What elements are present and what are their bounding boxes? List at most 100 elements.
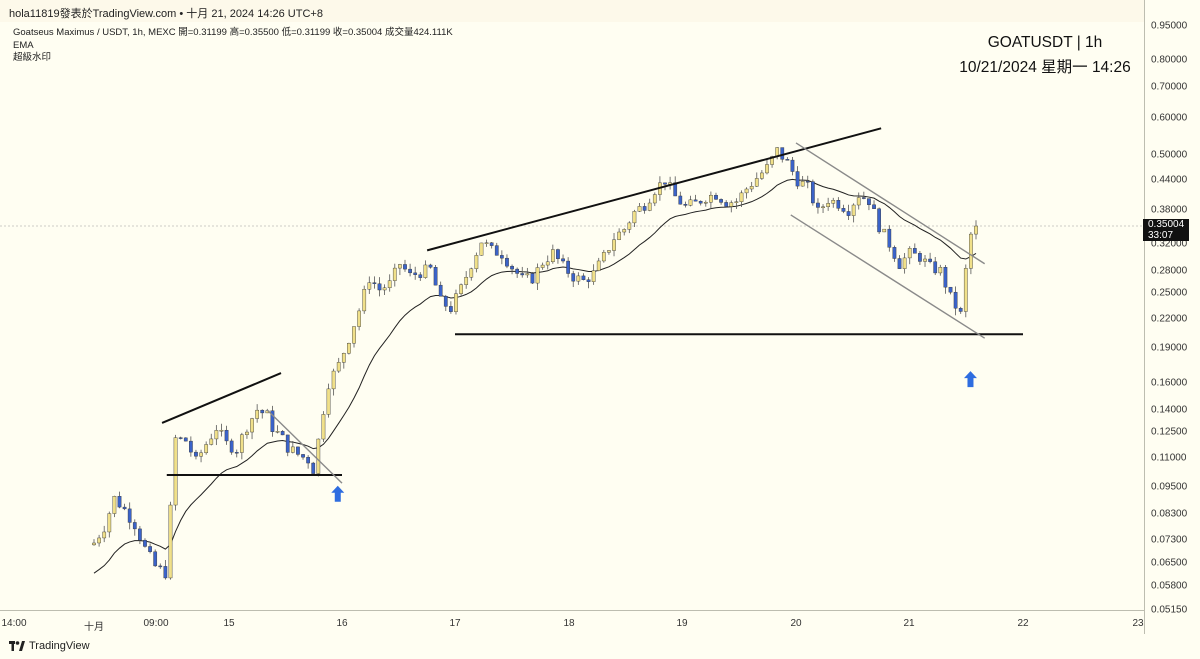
candle-down: [673, 182, 678, 197]
candle-down: [581, 275, 586, 280]
candle-down: [520, 273, 525, 276]
candle-up: [102, 531, 107, 539]
trendline[interactable]: [790, 214, 986, 339]
price-tick-label: 0.80000: [1151, 54, 1188, 66]
arrow-up-icon[interactable]: [963, 371, 977, 388]
candle-up: [484, 242, 489, 244]
candle-down: [132, 522, 137, 530]
candle-down: [311, 462, 316, 474]
candle-down: [301, 454, 305, 458]
price-tick-label: 0.12500: [1151, 426, 1188, 438]
candle-down: [285, 434, 290, 453]
price-tick-label: 0.05150: [1151, 604, 1188, 616]
watermark-symbol: GOATUSDT | 1h: [987, 34, 1103, 51]
candle-down: [719, 199, 723, 203]
price-tick-label: 0.22000: [1151, 313, 1188, 325]
brand-name: TradingView: [29, 640, 90, 652]
price-tick-label: 0.05800: [1151, 580, 1188, 592]
ema-indicator-label[interactable]: EMA: [13, 39, 34, 51]
trendline[interactable]: [161, 372, 282, 424]
price-tick-label: 0.19000: [1151, 342, 1188, 354]
candle-down: [561, 258, 565, 262]
price-tick-label: 0.38000: [1151, 204, 1188, 216]
candle-down: [489, 242, 494, 246]
trendline[interactable]: [266, 409, 343, 484]
candle-up: [851, 204, 856, 216]
candle-down: [785, 159, 790, 161]
candle-up: [362, 289, 367, 312]
price-tick-label: 0.28000: [1151, 265, 1188, 277]
price-tick-label: 0.44000: [1151, 174, 1188, 186]
candle-down: [683, 203, 688, 206]
candle-up: [97, 537, 101, 544]
candle-down: [296, 446, 300, 455]
candle-up: [92, 542, 96, 546]
candle-up: [647, 202, 652, 211]
tradingview-brand[interactable]: TradingView: [9, 640, 90, 652]
time-axis[interactable]: 14:00 十月 09:00 15 16 17 18 19 20 21 22 23: [0, 610, 1144, 635]
chart-legend: Goatseus Maximus / USDT, 1h, MEXC 開=0.31…: [13, 27, 453, 65]
candle-down: [841, 208, 846, 212]
candle-down: [795, 171, 800, 187]
time-tick-label: 15: [223, 618, 235, 629]
last-price-label: 0.35004 33:07: [1143, 219, 1189, 241]
price-axis[interactable]: 0.95000 0.80000 0.70000 0.60000 0.50000 0.440…: [1144, 0, 1200, 634]
candle-down: [872, 204, 876, 209]
candle-down: [189, 440, 193, 453]
candle-down: [810, 181, 815, 204]
candle-down: [438, 284, 443, 297]
trendline[interactable]: [795, 142, 986, 265]
candle-up: [275, 431, 280, 433]
price-tick-label: 0.70000: [1151, 81, 1188, 93]
candle-up: [974, 225, 978, 235]
candle-up: [219, 429, 224, 432]
candle-up: [214, 430, 219, 440]
candle-down: [790, 159, 795, 172]
candle-down: [270, 410, 275, 432]
candle-down: [413, 272, 418, 275]
candle-down: [153, 551, 158, 567]
candle-down: [912, 248, 917, 254]
candle-up: [199, 452, 203, 457]
candle-down: [571, 273, 576, 282]
candle-down: [510, 265, 514, 270]
candle-up: [591, 270, 596, 282]
candle-up: [902, 257, 907, 269]
price-tick-label: 0.08300: [1151, 508, 1188, 520]
bar-countdown: 33:07: [1148, 230, 1174, 241]
symbol-ohlc-legend[interactable]: Goatseus Maximus / USDT, 1h, MEXC 開=0.31…: [13, 27, 453, 38]
price-chart[interactable]: [0, 0, 1144, 610]
candle-down: [122, 506, 127, 510]
candle-up: [545, 261, 550, 266]
candle-down: [224, 429, 229, 442]
candle-up: [652, 194, 657, 204]
candle-up: [856, 197, 861, 206]
price-tick-label: 0.95000: [1151, 20, 1188, 32]
candle-down: [500, 255, 504, 259]
candle-up: [938, 267, 943, 274]
candle-up: [800, 181, 805, 187]
arrow-up-icon[interactable]: [331, 485, 345, 502]
candle-up: [576, 275, 581, 282]
candle-down: [418, 274, 423, 278]
candle-down: [443, 295, 448, 307]
candle-down: [143, 539, 147, 547]
candle-down: [127, 508, 132, 523]
candle-up: [525, 273, 530, 276]
ema-line: [93, 178, 977, 574]
candle-down: [805, 181, 810, 183]
watermark-indicator-label[interactable]: 超級水印: [13, 52, 52, 63]
candle-down: [918, 253, 922, 262]
candle-down: [892, 247, 897, 259]
candle-up: [347, 343, 351, 354]
candle-up: [250, 418, 254, 433]
price-tick-label: 0.14000: [1151, 404, 1188, 416]
candle-down: [958, 308, 963, 312]
candle-down: [178, 437, 183, 439]
candle-down: [724, 202, 729, 207]
candle-down: [530, 273, 535, 284]
candle-up: [209, 438, 214, 445]
candle-down: [403, 264, 407, 270]
candle-up: [734, 201, 739, 203]
top-bar: hola11819發表於TradingView.com • 十月 21, 202…: [0, 0, 1144, 22]
